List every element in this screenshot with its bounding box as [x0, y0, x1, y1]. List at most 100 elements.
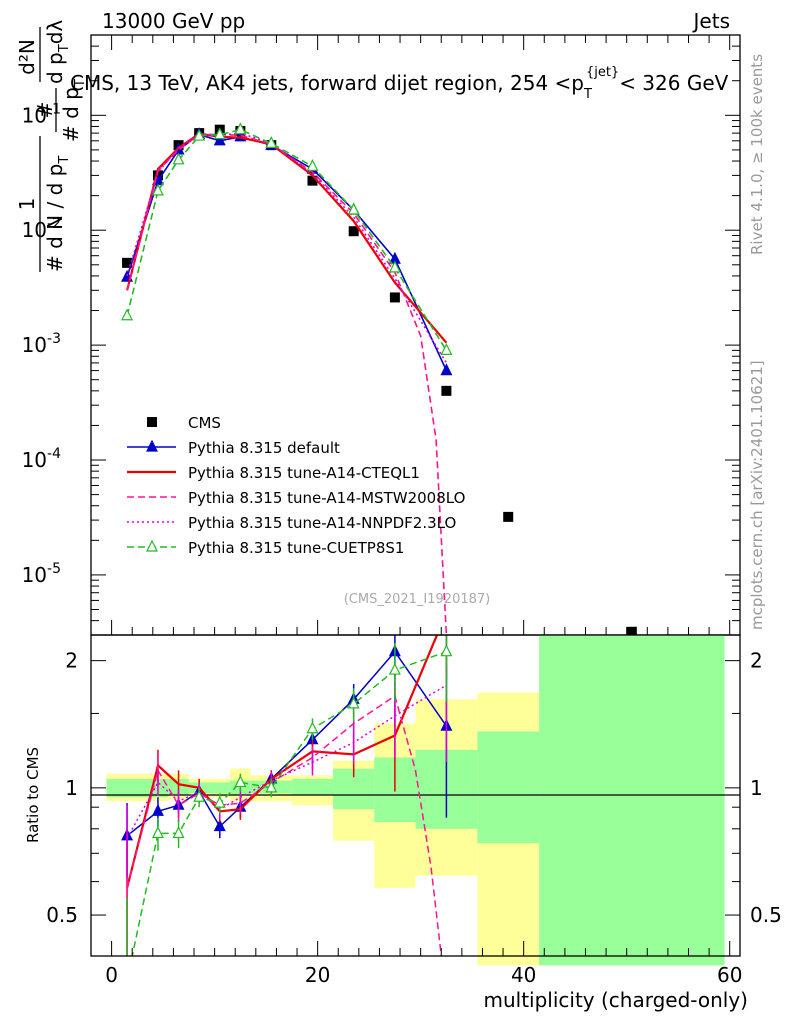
legend-label: CMS	[188, 414, 221, 432]
main-data-point	[193, 128, 206, 141]
plot-title-main: CMS, 13 TeV, AK4 jets, forward dijet reg…	[70, 71, 584, 95]
main-series-pythia-8-315-tune-a14-mstw2008lo	[126, 133, 448, 635]
x-tick-label: 20	[305, 963, 330, 987]
main-data-point	[347, 202, 360, 215]
legend: CMS Pythia 8.315 default Pythia 8.315 tune…	[127, 414, 465, 557]
ylabel-frac-num: 1	[15, 198, 39, 211]
plot-title-tail: < 326 GeV	[619, 71, 728, 95]
ylabel-frac-den: # d N / d pT	[43, 156, 72, 272]
main-series-pythia-8-315-tune-cuetp8s1	[121, 122, 453, 355]
ratio-band-green	[477, 731, 540, 844]
ratio-ticks: 0.5 0.51 12 20 20 40 60	[46, 649, 782, 987]
ylabel-d2n-num: d²N	[15, 39, 39, 75]
ratio-band-green	[209, 782, 231, 794]
main-ticks: 10-110-210-310-410-5	[22, 34, 740, 636]
main-series-line	[126, 133, 448, 635]
legend-label: Pythia 8.315 tune-CUETP8S1	[188, 539, 404, 557]
main-ytick-label-base: 10	[22, 218, 47, 242]
ylabel-hash-den: # d pT	[59, 79, 88, 142]
main-data-point	[172, 152, 185, 165]
legend-item-pythia-8-315-tune-cuetp8s1: Pythia 8.315 tune-CUETP8S1	[127, 539, 404, 557]
main-data-point	[213, 127, 226, 140]
main-ytick-label-base: 10	[22, 448, 47, 472]
main-series-line	[126, 133, 448, 371]
ratio-ytick-label-right: 2	[750, 649, 763, 673]
ratio-band-green	[539, 635, 725, 966]
ratio-ytick-label-left: 2	[65, 649, 78, 673]
ratio-band-green	[142, 778, 169, 798]
x-tick-label: 0	[105, 963, 118, 987]
ratio-data-point	[122, 975, 132, 985]
main-data-point	[265, 136, 278, 148]
ratio-data-point	[193, 789, 206, 802]
main-series-cms	[122, 124, 637, 635]
legend-swatch-marker	[146, 439, 158, 452]
main-data-point	[234, 122, 247, 135]
ratio-data-point	[151, 803, 164, 816]
ratio-data-point	[440, 644, 453, 657]
main-ytick-label-base: 10	[22, 333, 47, 357]
ratio-panel: 0.5 0.51 12 20 20 40 60 Ratio to CMS multiplic…	[24, 634, 782, 1012]
ylabel-frac-den-sub: T	[57, 156, 72, 165]
x-tick-label: 60	[717, 963, 742, 987]
legend-label: Pythia 8.315 tune-A14-CTEQL1	[188, 464, 420, 482]
legend-swatch-marker	[147, 417, 157, 427]
ratio-series-pythia-8-315-tune-cuetp8s1	[122, 635, 453, 985]
ratio-data-point	[265, 780, 278, 793]
main-data-point	[213, 133, 226, 146]
main-data-point	[440, 343, 453, 355]
main-data-point	[626, 626, 637, 635]
legend-label: Pythia 8.315 default	[188, 439, 340, 457]
main-panel: 10-110-210-310-410-5 CMS, 13 TeV, AK4 je…	[15, 20, 741, 636]
legend-item-pythia-8-315-tune-a14-nnpdf2-3lo: Pythia 8.315 tune-A14-NNPDF2.3LO	[127, 514, 456, 532]
main-data-point	[503, 511, 514, 522]
ratio-frame	[90, 634, 741, 957]
main-data-point	[348, 226, 359, 237]
legend-item-cms: CMS	[147, 414, 221, 432]
main-series	[121, 122, 637, 635]
legend-label: Pythia 8.315 tune-A14-NNPDF2.3LO	[188, 514, 456, 532]
mcplots-label: mcplots.cern.ch [arXiv:2401.10621]	[748, 360, 766, 630]
main-data-point	[122, 257, 133, 268]
main-data-point	[389, 292, 400, 303]
ylabel-hash-num: #	[33, 102, 57, 119]
main-ytick-label: 10-3	[22, 331, 61, 357]
ratio-data-point	[172, 826, 185, 839]
main-ylabel: 1 # d N / d pT # # d pT d²N d pTdλ	[15, 20, 88, 272]
main-ytick-label-base: 10	[22, 103, 47, 127]
main-data-point	[440, 363, 453, 376]
ratio-band-green	[291, 778, 334, 796]
main-data-point	[441, 385, 452, 396]
ratio-ytick-label-right: 1	[750, 776, 763, 800]
x-tick-label: 40	[511, 963, 536, 987]
plot-title-sup: {jet}	[586, 65, 619, 80]
ratio-data-point	[151, 826, 164, 839]
x-axis-label: multiplicity (charged-only)	[483, 988, 748, 1012]
ratio-bands	[106, 635, 725, 966]
main-data-point	[307, 175, 318, 186]
main-ytick-label: 10-1	[22, 101, 61, 127]
ylabel-d2n-den-sub: T	[57, 44, 72, 53]
main-ytick-label: 10-4	[22, 446, 62, 472]
main-data-point	[121, 308, 134, 321]
main-ytick-label: 10-2	[22, 216, 61, 242]
ylabel-d2n-den: d pTdλ	[43, 20, 72, 84]
ratio-data-point	[388, 662, 401, 675]
ratio-data-point	[234, 775, 247, 788]
ratio-data-point	[347, 696, 360, 709]
ratio-data-point	[306, 721, 319, 734]
main-ytick-label-exp: -3	[47, 331, 61, 347]
ylabel-hash-den-sub: T	[73, 79, 88, 88]
ratio-band-green	[106, 778, 143, 798]
main-series-pythia-8-315-tune-a14-nnpdf2-3lo	[126, 132, 448, 364]
legend-item-pythia-8-315-tune-a14-mstw2008lo: Pythia 8.315 tune-A14-MSTW2008LO	[127, 489, 465, 507]
main-data-point	[151, 183, 164, 196]
ratio-series-line	[131, 650, 447, 956]
legend-item-pythia-8-315-default: Pythia 8.315 default	[127, 439, 340, 457]
ratio-data-point	[213, 795, 226, 808]
main-ytick-label: 10-5	[22, 561, 61, 587]
ratio-series	[121, 635, 453, 985]
legend-item-pythia-8-315-tune-a14-cteql1: Pythia 8.315 tune-A14-CTEQL1	[127, 464, 420, 482]
ratio-ytick-label-left: 1	[65, 776, 78, 800]
ratio-ytick-label-left: 0.5	[46, 903, 78, 927]
